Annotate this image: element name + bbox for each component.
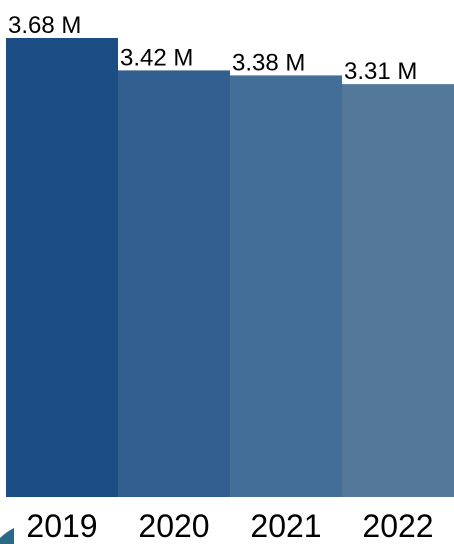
x-tick-label-2020: 2020 <box>138 508 209 544</box>
x-tick-label-2021: 2021 <box>250 508 321 544</box>
x-axis-tick-labels: 2019 2020 2021 2022 <box>26 508 433 544</box>
bar-2022 <box>342 84 454 497</box>
corner-decoration <box>0 528 14 544</box>
value-label-2021: 3.38 M <box>232 49 305 76</box>
value-label-2020: 3.42 M <box>120 44 193 71</box>
bar-2019 <box>6 38 118 497</box>
bar-2021 <box>230 75 342 497</box>
bar-2020 <box>118 70 230 497</box>
value-label-2022: 3.31 M <box>344 58 417 85</box>
value-label-2019: 3.68 M <box>8 12 81 39</box>
x-tick-label-2019: 2019 <box>26 508 97 544</box>
bars-group <box>6 38 454 497</box>
x-tick-label-2022: 2022 <box>362 508 433 544</box>
